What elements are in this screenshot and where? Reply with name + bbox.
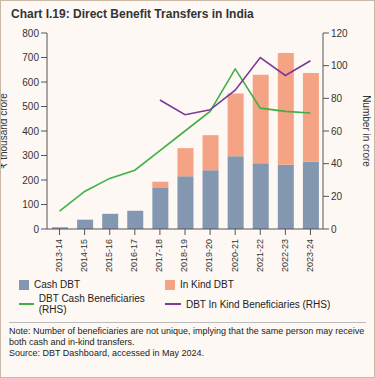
svg-text:120: 120 bbox=[331, 28, 348, 39]
svg-text:40: 40 bbox=[331, 158, 343, 169]
svg-text:₹ thousand crore: ₹ thousand crore bbox=[8, 93, 9, 169]
svg-text:0: 0 bbox=[331, 224, 337, 235]
svg-text:2018-19: 2018-19 bbox=[179, 239, 189, 272]
svg-text:2020-21: 2020-21 bbox=[230, 239, 240, 272]
svg-text:0: 0 bbox=[33, 224, 39, 235]
svg-text:300: 300 bbox=[22, 150, 39, 161]
svg-text:80: 80 bbox=[331, 93, 343, 104]
svg-text:20: 20 bbox=[331, 191, 343, 202]
html-text:DBT Cash Beneficiaries (RHS): DBT Cash Beneficiaries (RHS) bbox=[38, 293, 145, 315]
svg-text:400: 400 bbox=[22, 126, 39, 137]
svg-text:60: 60 bbox=[331, 126, 343, 137]
svg-text:2015-16: 2015-16 bbox=[104, 239, 114, 272]
svg-text:2013-14: 2013-14 bbox=[54, 239, 64, 272]
svg-text:2023-24: 2023-24 bbox=[305, 239, 315, 272]
html-text:Note: Number of beneficiaries: Note: Number of beneficiaries are not un… bbox=[9, 326, 365, 347]
svg-text:800: 800 bbox=[22, 28, 39, 39]
svg-text:2019-20: 2019-20 bbox=[204, 239, 214, 272]
html-text:In Kind DBT: In Kind DBT bbox=[180, 279, 234, 290]
html-text:Cash DBT: Cash DBT bbox=[34, 279, 81, 290]
html-text:Source: DBT Dashboard, accesse: Source: DBT Dashboard, accessed in May 2… bbox=[9, 348, 204, 358]
svg-text:2014-15: 2014-15 bbox=[79, 239, 89, 272]
svg-text:Number in crore: Number in crore bbox=[361, 95, 367, 167]
svg-text:600: 600 bbox=[22, 77, 39, 88]
svg-text:100: 100 bbox=[22, 199, 39, 210]
html-text:DBT In Kind Beneficiaries (RHS: DBT In Kind Beneficiaries (RHS) bbox=[186, 298, 331, 310]
svg-text:2016-17: 2016-17 bbox=[129, 239, 139, 272]
svg-text:2022-23: 2022-23 bbox=[280, 239, 290, 272]
svg-text:2021-22: 2021-22 bbox=[255, 239, 265, 272]
svg-text:200: 200 bbox=[22, 175, 39, 186]
svg-text:700: 700 bbox=[22, 52, 39, 63]
svg-text:100: 100 bbox=[331, 60, 348, 71]
svg-text:500: 500 bbox=[22, 101, 39, 112]
svg-text:2017-18: 2017-18 bbox=[154, 239, 164, 272]
html-text:Chart I.19: Direct Benefit Tra: Chart I.19: Direct Benefit Transfers in … bbox=[11, 7, 254, 21]
